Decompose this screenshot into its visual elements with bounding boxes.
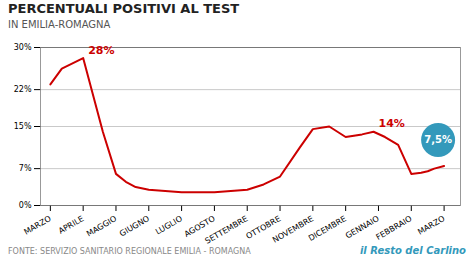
svg-text:0%: 0% (19, 201, 32, 210)
svg-text:LUGLIO: LUGLIO (154, 214, 184, 236)
svg-text:MARZO: MARZO (416, 214, 446, 237)
svg-text:MAGGIO: MAGGIO (85, 214, 118, 238)
svg-text:DICEMBRE: DICEMBRE (307, 214, 348, 243)
svg-text:SETTEMBRE: SETTEMBRE (204, 214, 250, 245)
html-text:PERCENTUALI POSITIVI AL TEST: PERCENTUALI POSITIVI AL TEST (8, 1, 240, 16)
svg-text:15%: 15% (14, 122, 32, 131)
svg-text:GIUGNO: GIUGNO (118, 214, 151, 238)
svg-text:FEBBRAIO: FEBBRAIO (374, 214, 413, 242)
html-text:FONTE: SERVIZIO SANITARIO REGI: FONTE: SERVIZIO SANITARIO REGIONALE EMIL… (8, 247, 251, 256)
svg-text:MARZO: MARZO (22, 214, 52, 237)
svg-text:7,5%: 7,5% (424, 134, 452, 145)
svg-text:AGOSTO: AGOSTO (182, 214, 217, 239)
svg-text:30%: 30% (14, 43, 32, 52)
svg-text:14%: 14% (379, 117, 405, 130)
svg-text:7%: 7% (19, 164, 32, 173)
svg-text:APRILE: APRILE (57, 214, 86, 236)
svg-text:OTTOBRE: OTTOBRE (244, 214, 283, 242)
html-text:il Resto del Carlino: il Resto del Carlino (359, 245, 466, 256)
svg-text:GENNAIO: GENNAIO (343, 214, 381, 241)
svg-text:22%: 22% (14, 85, 32, 94)
html-text:IN EMILIA-ROMAGNA: IN EMILIA-ROMAGNA (8, 19, 111, 30)
svg-text:28%: 28% (88, 44, 114, 57)
svg-text:NOVEMBRE: NOVEMBRE (271, 214, 315, 245)
